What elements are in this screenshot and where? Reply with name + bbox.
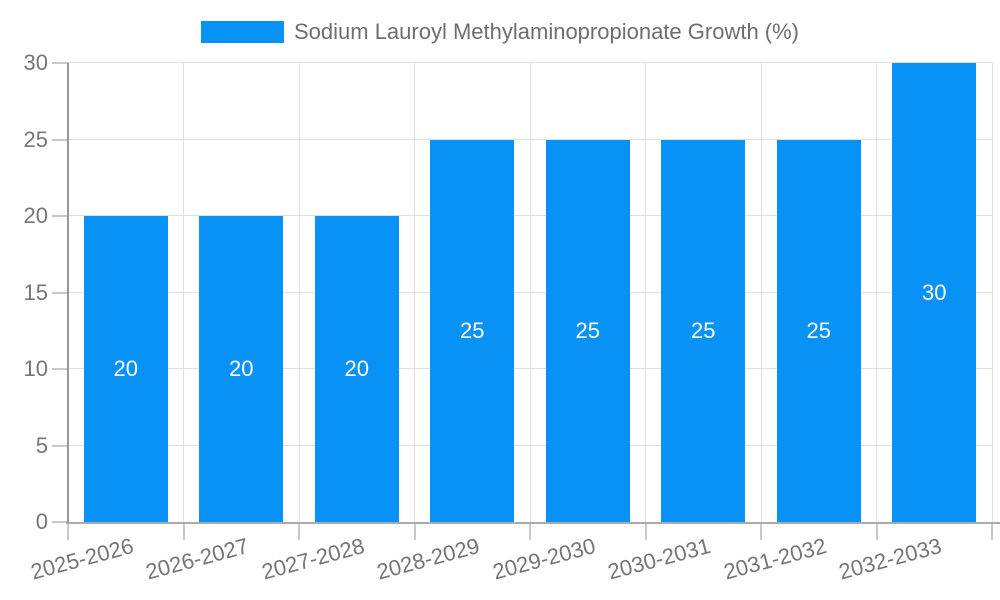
- v-gridline: [414, 63, 415, 522]
- x-tick: [644, 524, 647, 540]
- legend-item[interactable]: Sodium Lauroyl Methylaminopropionate Gro…: [200, 19, 800, 45]
- v-gridline: [760, 63, 762, 522]
- y-tick: [52, 62, 68, 64]
- bar-value-label: 20: [229, 356, 254, 381]
- bar-value-label: 20: [344, 356, 369, 381]
- x-axis-label: 2028-2029: [374, 533, 483, 585]
- x-tick: [413, 524, 416, 540]
- bar: 20: [199, 216, 284, 522]
- bar-value-label: 30: [922, 279, 947, 305]
- bar: 30: [892, 63, 977, 522]
- bar: 25: [545, 139, 630, 522]
- y-tick: [52, 444, 68, 447]
- y-axis-label: 30: [23, 50, 48, 75]
- legend-swatch: [200, 21, 284, 43]
- y-axis-line: [67, 63, 69, 522]
- bar-value-label: 25: [575, 317, 600, 343]
- v-gridline: [298, 63, 300, 522]
- x-axis-label: 2031-2032: [720, 533, 829, 585]
- bar-value-label: 25: [691, 317, 716, 343]
- bar-value-label: 20: [113, 356, 138, 381]
- y-axis-label: 25: [23, 126, 48, 152]
- x-tick: [529, 524, 531, 540]
- y-axis-label: 0: [35, 509, 48, 534]
- x-tick: [298, 524, 300, 540]
- x-tick: [875, 524, 878, 540]
- x-tick: [67, 524, 69, 540]
- x-axis-label: 2030-2031: [605, 533, 714, 585]
- bar-value-label: 25: [806, 317, 831, 343]
- y-axis-label: 5: [35, 432, 48, 458]
- x-tick: [991, 524, 993, 540]
- y-axis-label: 20: [23, 203, 48, 228]
- y-tick: [52, 368, 68, 370]
- v-gridline: [183, 63, 184, 522]
- x-tick: [182, 524, 185, 540]
- v-gridline: [876, 63, 877, 522]
- bar: 20: [314, 216, 399, 522]
- y-axis-label: 15: [23, 279, 48, 305]
- bar: 25: [430, 139, 515, 522]
- x-axis-label: 2026-2027: [143, 533, 252, 585]
- x-axis-label: 2025-2026: [27, 533, 136, 585]
- v-gridline: [991, 63, 993, 522]
- y-axis-label: 10: [23, 356, 48, 381]
- bar: 25: [776, 139, 861, 522]
- x-tick: [760, 524, 762, 540]
- v-gridline: [645, 63, 646, 522]
- bar: 25: [661, 139, 746, 522]
- y-tick: [52, 138, 68, 141]
- y-gridline: [68, 62, 992, 63]
- y-tick: [52, 291, 68, 294]
- x-axis-line: [66, 522, 1000, 524]
- x-axis-label: 2029-2030: [489, 533, 598, 585]
- y-tick: [52, 215, 68, 217]
- bar: 20: [83, 216, 168, 522]
- x-axis-label: 2032-2033: [836, 533, 945, 585]
- y-tick: [52, 521, 68, 523]
- x-axis-label: 2027-2028: [258, 533, 367, 585]
- bar-value-label: 25: [460, 317, 485, 343]
- v-gridline: [529, 63, 531, 522]
- legend-label: Sodium Lauroyl Methylaminopropionate Gro…: [293, 19, 800, 44]
